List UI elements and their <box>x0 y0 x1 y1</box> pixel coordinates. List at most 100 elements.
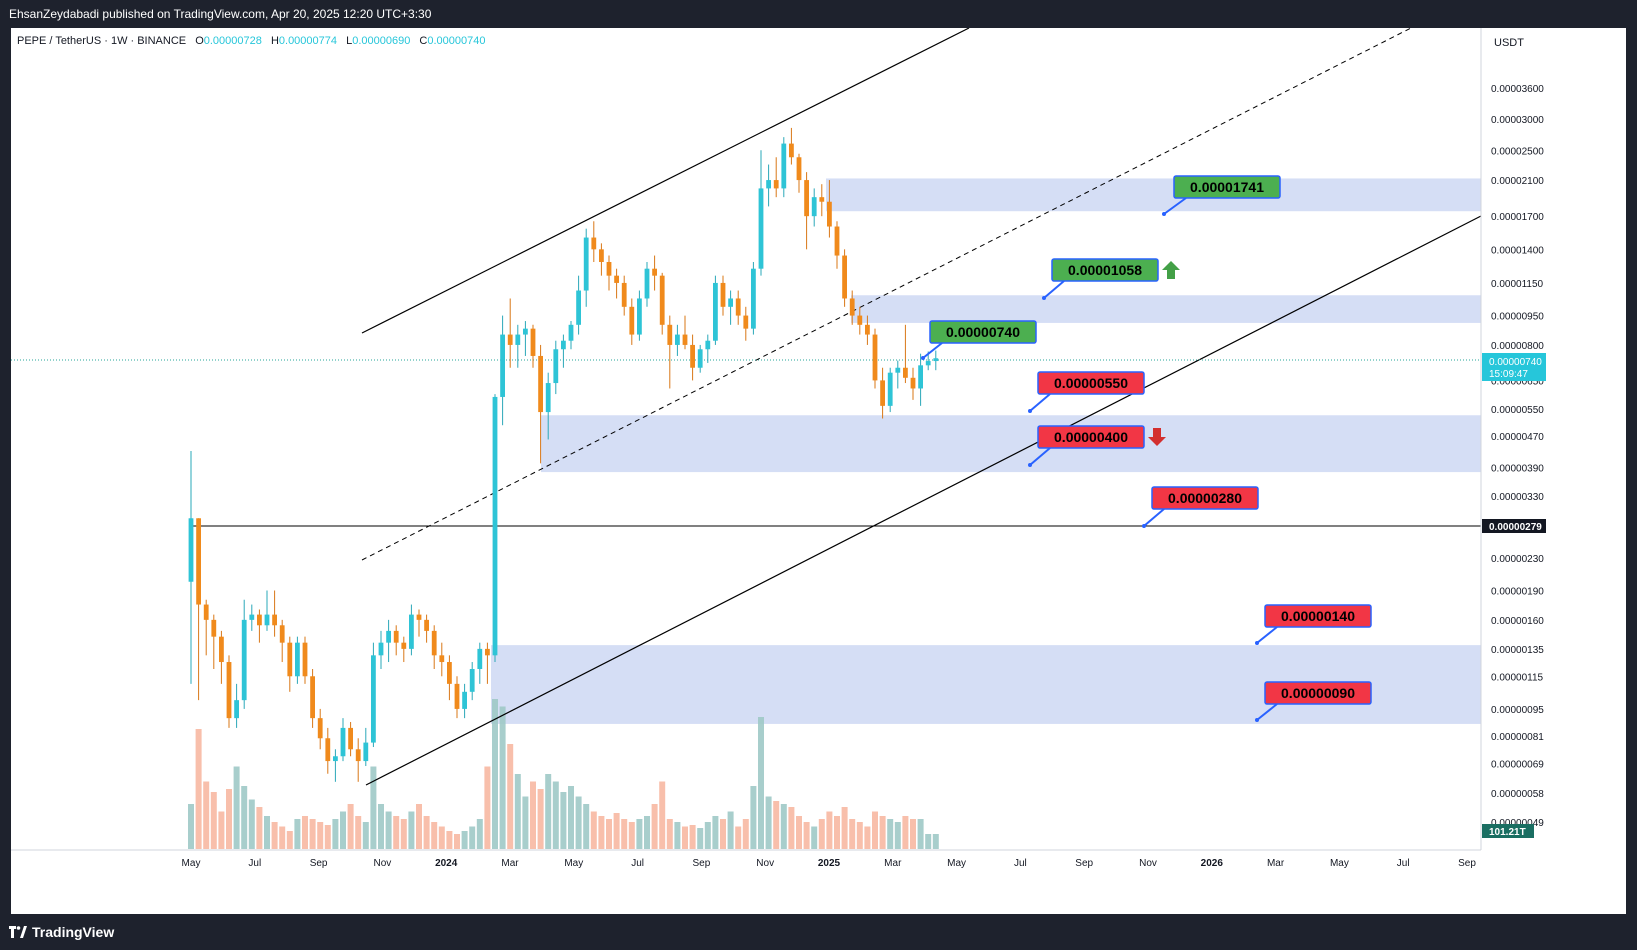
candle <box>355 738 361 782</box>
candle-body <box>720 282 726 307</box>
candle <box>743 306 749 341</box>
volume-bar <box>378 804 384 849</box>
volume-bar <box>697 828 704 849</box>
volume-bar <box>469 826 476 849</box>
volume-bar <box>704 822 711 849</box>
volume-bar <box>925 834 932 849</box>
candle-body <box>827 201 832 227</box>
candle <box>203 599 209 656</box>
candle <box>287 636 293 692</box>
candle <box>409 604 414 656</box>
candle-body <box>371 655 376 743</box>
candle-body <box>903 367 908 378</box>
candle <box>910 367 916 400</box>
candle-body <box>553 349 559 384</box>
price-label-0.00000740: 0.00000740 <box>921 320 1037 360</box>
candle <box>933 350 939 371</box>
volume-bar <box>758 717 764 849</box>
volume-bar <box>796 816 802 849</box>
chart-area[interactable]: 0.00001741 0.00001058 0.00000740 0.00000550… <box>11 27 1626 914</box>
volume-bar <box>932 834 939 849</box>
candle <box>378 630 384 669</box>
candle <box>872 328 878 389</box>
time-tick: 2026 <box>1201 858 1224 869</box>
candle-body <box>378 642 384 656</box>
volume-bar <box>446 831 453 849</box>
candle <box>591 221 597 262</box>
tradingview-logo[interactable]: TradingView <box>9 924 114 940</box>
candle-body <box>530 328 536 356</box>
time-tick: 2025 <box>818 858 841 869</box>
time-tick: Nov <box>1139 858 1157 869</box>
candle-body <box>409 614 414 649</box>
candle-body <box>447 662 452 684</box>
candle-body <box>637 298 642 335</box>
candle <box>485 642 490 684</box>
volume-bar <box>210 792 217 849</box>
price-chart[interactable]: 0.00001741 0.00001058 0.00000740 0.00000550… <box>11 27 1626 914</box>
volume-bar <box>811 826 818 849</box>
volume-bar <box>264 816 270 849</box>
price-label-text: 0.00000740 <box>946 324 1020 340</box>
time-tick: Jul <box>631 858 644 869</box>
candle-body <box>363 742 369 762</box>
price-tick: 0.00000081 <box>1491 732 1544 743</box>
candle-body <box>773 180 779 189</box>
volume-bar <box>917 819 924 849</box>
candle-body <box>523 328 528 335</box>
candle-body <box>545 383 551 413</box>
candle <box>834 221 840 269</box>
candle-body <box>591 237 597 250</box>
legend-symbol: PEPE / TetherUS · 1W · BINANCE <box>17 35 186 47</box>
candle-body <box>819 197 825 202</box>
candle <box>515 324 521 368</box>
arrow-up-icon <box>1162 261 1180 279</box>
volume-bar <box>628 822 635 849</box>
price-tick: 0.00000115 <box>1491 672 1544 683</box>
candle-body <box>735 298 741 316</box>
volume-bar <box>507 744 514 849</box>
price-label-text: 0.00000090 <box>1281 685 1355 701</box>
volume-bar <box>332 819 339 849</box>
current-price-badge: 0.00000740 15:09:47 <box>1482 353 1546 381</box>
volume-bar <box>568 786 574 849</box>
candle-body <box>226 662 232 719</box>
candle-body <box>302 642 308 677</box>
volume-bar <box>522 796 529 849</box>
volume-bar <box>514 774 521 849</box>
candle <box>811 188 817 227</box>
volume-bar <box>735 826 742 849</box>
volume-bar <box>621 819 628 849</box>
candle-body <box>219 636 224 663</box>
price-tick: 0.00000800 <box>1491 341 1544 352</box>
volume-bar <box>826 811 833 849</box>
volume-bar <box>492 699 498 849</box>
candle <box>538 344 543 464</box>
price-tick: 0.00000160 <box>1491 616 1544 627</box>
candle <box>583 228 589 307</box>
footer-bar: TradingView <box>0 914 1637 950</box>
candle <box>447 655 452 701</box>
candle <box>903 324 908 384</box>
volume-bar <box>666 819 673 849</box>
candle <box>568 321 574 350</box>
price-axis: 0.00003600 0.00003000 0.00002500 0.00002100… <box>1491 84 1544 829</box>
candle-body <box>629 306 635 335</box>
time-tick: Sep <box>693 858 711 869</box>
candle <box>644 261 650 307</box>
candle-body <box>659 275 665 325</box>
legend-c-value: 0.00000740 <box>427 35 485 47</box>
candle <box>880 367 885 419</box>
candle <box>659 272 665 335</box>
time-tick: May <box>182 858 201 869</box>
time-tick: Sep <box>1075 858 1093 869</box>
candle <box>302 636 308 684</box>
time-tick: 2024 <box>435 858 458 869</box>
price-tick: 0.00001700 <box>1491 212 1544 223</box>
candle <box>629 298 635 345</box>
candle-body <box>500 334 505 397</box>
zone-2 <box>851 295 1481 323</box>
candle-body <box>469 668 475 692</box>
brand-text: TradingView <box>32 924 115 940</box>
candle-body <box>203 604 209 620</box>
